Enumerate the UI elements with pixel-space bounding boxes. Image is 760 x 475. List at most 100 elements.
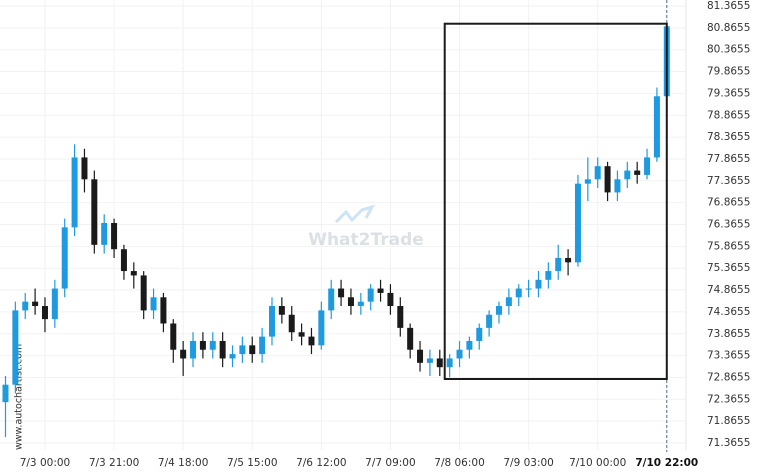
y-tick-label: 79.8655 [707,66,750,78]
candle-body [574,183,581,263]
candle-body [446,358,453,368]
candle-body [268,306,275,337]
candle-body [209,340,216,350]
candle-body [71,157,78,228]
x-tick-label: 7/9 03:00 [503,457,554,469]
y-tick-label: 76.8655 [707,197,750,209]
y-tick-label: 81.3655 [707,0,750,12]
candle-body [190,340,197,359]
x-tick-label: 7/10 00:00 [569,457,626,469]
candle-body [367,288,374,302]
candle-body [397,306,404,328]
y-tick-label: 71.3655 [707,437,750,449]
candle-body [634,170,641,175]
candle-body [466,340,473,350]
y-tick-label: 80.8655 [707,22,750,34]
candle-body [130,271,137,276]
candle-body [111,222,118,250]
candle-body [12,310,19,385]
candle-body [357,301,364,307]
candle-body [150,297,157,311]
y-tick-label: 80.3655 [707,44,750,56]
candle-body [61,227,68,289]
candle-body [347,297,354,307]
candle-body [81,157,88,180]
x-tick-label: 7/8 06:00 [434,457,485,469]
candle-body [565,257,572,263]
candle-body [594,166,601,180]
candle-body [407,327,414,350]
candle-body [486,314,493,328]
x-tick-label: 7/3 00:00 [20,457,71,469]
candle-body [535,279,542,289]
y-tick-label: 75.3655 [707,262,750,274]
candle-body [160,297,167,324]
candle-body [41,306,48,320]
candle-body [239,345,246,355]
candle-body [51,288,58,320]
x-tick-label: 7/7 09:00 [365,457,416,469]
candle-body [604,166,611,193]
candle-body [308,336,315,346]
candle-body [584,179,591,184]
candle-body [288,314,295,333]
x-tick-label: 7/6 12:00 [296,457,347,469]
y-tick-label: 77.3655 [707,175,750,187]
candle-body [180,349,187,359]
watermark-text: What2Trade [308,230,424,250]
candle-body [436,358,443,368]
candle-body [328,288,335,311]
candle-body [229,354,236,359]
candle-body [2,384,9,403]
candle-body [476,327,483,341]
candle-body [456,349,463,359]
candle-body [417,349,424,363]
candle-body [387,292,394,307]
candle-body [653,96,660,158]
candle-body [505,297,512,307]
candle-body [525,288,532,290]
watermark-logo [334,204,376,224]
x-tick-label: 7/4 18:00 [158,457,209,469]
candle-body [249,345,256,355]
y-tick-label: 76.3655 [707,219,750,231]
candle-body [170,323,177,350]
candle-body [298,332,305,337]
candle-body [22,301,29,311]
candle-body [377,288,384,293]
y-tick-label: 72.8655 [707,371,750,383]
candle-body [545,271,552,280]
candle-body [199,340,206,350]
y-tick-label: 73.8655 [707,328,750,340]
candle-body [32,301,39,307]
candle-body [338,288,345,298]
y-tick-label: 77.8655 [707,153,750,165]
highlight-box [443,22,668,381]
y-tick-label: 79.3655 [707,87,750,99]
y-tick-label: 78.3655 [707,131,750,143]
candle-body [614,179,621,193]
source-text: www.autochartist.com [14,344,25,450]
candle-body [259,336,266,355]
y-tick-label: 72.3655 [707,393,750,405]
candle-body [624,170,631,180]
candle-body [515,288,522,298]
watermark: What2Trade [308,204,424,250]
candle-body [140,275,147,311]
candle-body [219,340,226,359]
x-tick-label: 7/5 15:00 [227,457,278,469]
y-tick-label: 75.8655 [707,240,750,252]
candle-body [555,257,562,272]
candle-body [496,306,502,315]
candle-body [318,310,325,346]
y-tick-label: 74.8655 [707,284,750,296]
candle-body [120,249,127,272]
y-tick-label: 78.8655 [707,109,750,121]
x-tick-label: 7/10 22:00 [635,457,698,469]
y-tick-label: 73.3655 [707,350,750,362]
candle-body [91,179,98,245]
y-tick-label: 74.3655 [707,306,750,318]
candle-body [278,306,285,315]
candle-body [426,358,433,363]
